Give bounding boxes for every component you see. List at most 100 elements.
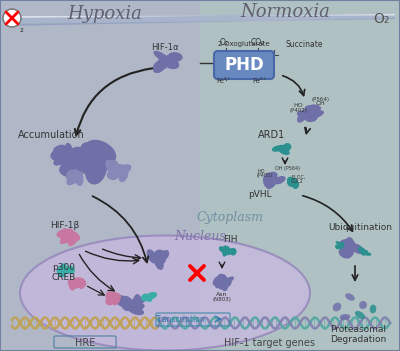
- Ellipse shape: [68, 237, 77, 246]
- Ellipse shape: [65, 237, 78, 243]
- Ellipse shape: [106, 296, 113, 305]
- Ellipse shape: [66, 174, 78, 185]
- Ellipse shape: [79, 280, 86, 289]
- Ellipse shape: [57, 267, 66, 277]
- Text: p300: p300: [52, 264, 75, 272]
- Text: 2-Oxoglutarate: 2-Oxoglutarate: [218, 41, 270, 47]
- Ellipse shape: [230, 248, 236, 256]
- Ellipse shape: [153, 250, 164, 259]
- Ellipse shape: [133, 294, 141, 310]
- Ellipse shape: [106, 160, 116, 174]
- Ellipse shape: [106, 297, 118, 304]
- Ellipse shape: [345, 293, 355, 301]
- Ellipse shape: [307, 104, 321, 112]
- Ellipse shape: [221, 281, 228, 291]
- Ellipse shape: [69, 172, 80, 182]
- Ellipse shape: [297, 111, 314, 120]
- Ellipse shape: [305, 105, 321, 113]
- Ellipse shape: [302, 108, 314, 122]
- Ellipse shape: [111, 295, 118, 305]
- Ellipse shape: [222, 247, 229, 256]
- Ellipse shape: [283, 143, 291, 151]
- Ellipse shape: [73, 173, 84, 181]
- Ellipse shape: [70, 279, 83, 289]
- Text: HIF-1β: HIF-1β: [50, 220, 80, 230]
- Ellipse shape: [337, 243, 343, 247]
- Ellipse shape: [146, 249, 157, 264]
- Ellipse shape: [63, 233, 77, 241]
- Ellipse shape: [336, 241, 342, 245]
- Ellipse shape: [340, 314, 350, 320]
- Ellipse shape: [68, 171, 82, 179]
- Ellipse shape: [54, 150, 70, 160]
- Ellipse shape: [359, 301, 367, 309]
- Ellipse shape: [154, 255, 164, 270]
- Text: HIF-1α: HIF-1α: [151, 44, 179, 53]
- Text: Proteasomal
Degradation: Proteasomal Degradation: [330, 325, 386, 344]
- Ellipse shape: [132, 303, 145, 311]
- Ellipse shape: [215, 275, 226, 288]
- Text: (P402): (P402): [257, 173, 273, 178]
- Ellipse shape: [68, 280, 74, 291]
- Ellipse shape: [265, 172, 275, 183]
- Text: Asn: Asn: [216, 292, 228, 297]
- Ellipse shape: [215, 278, 229, 286]
- Ellipse shape: [129, 297, 145, 306]
- Ellipse shape: [162, 57, 179, 69]
- Text: PHD: PHD: [224, 56, 264, 74]
- Ellipse shape: [73, 153, 103, 172]
- Ellipse shape: [143, 294, 153, 300]
- Ellipse shape: [60, 228, 68, 241]
- Ellipse shape: [219, 246, 227, 253]
- Text: FIH: FIH: [223, 236, 237, 245]
- Polygon shape: [5, 18, 395, 26]
- Ellipse shape: [60, 234, 73, 244]
- Ellipse shape: [290, 178, 298, 184]
- Text: HO: HO: [293, 103, 303, 108]
- Polygon shape: [5, 14, 395, 26]
- Polygon shape: [5, 14, 395, 18]
- Ellipse shape: [277, 145, 287, 151]
- Ellipse shape: [218, 279, 232, 290]
- Text: Fe²⁺: Fe²⁺: [253, 78, 267, 84]
- Ellipse shape: [364, 252, 372, 256]
- Ellipse shape: [281, 145, 290, 152]
- Ellipse shape: [146, 294, 157, 300]
- Ellipse shape: [338, 248, 352, 259]
- Text: ELOC,: ELOC,: [291, 175, 305, 180]
- Ellipse shape: [362, 250, 368, 254]
- Ellipse shape: [108, 160, 118, 170]
- Text: Cytoplasm: Cytoplasm: [196, 211, 264, 224]
- Ellipse shape: [266, 176, 280, 184]
- Ellipse shape: [107, 160, 118, 169]
- Ellipse shape: [359, 248, 366, 252]
- Ellipse shape: [53, 145, 66, 154]
- Text: O₂: O₂: [220, 38, 228, 47]
- Ellipse shape: [358, 247, 365, 252]
- Ellipse shape: [59, 160, 86, 178]
- Text: Hypoxia: Hypoxia: [68, 5, 142, 23]
- Ellipse shape: [121, 300, 130, 311]
- Ellipse shape: [54, 154, 67, 166]
- Ellipse shape: [141, 293, 149, 301]
- Ellipse shape: [274, 176, 286, 184]
- Ellipse shape: [292, 180, 299, 189]
- Ellipse shape: [85, 140, 116, 164]
- Ellipse shape: [105, 299, 113, 305]
- Ellipse shape: [53, 147, 67, 159]
- Ellipse shape: [20, 236, 310, 351]
- Ellipse shape: [287, 180, 293, 187]
- Text: (P402): (P402): [289, 108, 307, 113]
- FancyBboxPatch shape: [214, 51, 274, 79]
- Ellipse shape: [350, 243, 364, 254]
- Text: Nucleus: Nucleus: [174, 230, 226, 243]
- Ellipse shape: [110, 165, 126, 175]
- Ellipse shape: [161, 54, 174, 66]
- Ellipse shape: [122, 296, 135, 308]
- Ellipse shape: [153, 60, 166, 73]
- Ellipse shape: [58, 270, 66, 277]
- Ellipse shape: [217, 274, 228, 283]
- Ellipse shape: [110, 292, 120, 300]
- Text: (N803): (N803): [212, 297, 232, 302]
- Text: Accumulation: Accumulation: [18, 130, 85, 140]
